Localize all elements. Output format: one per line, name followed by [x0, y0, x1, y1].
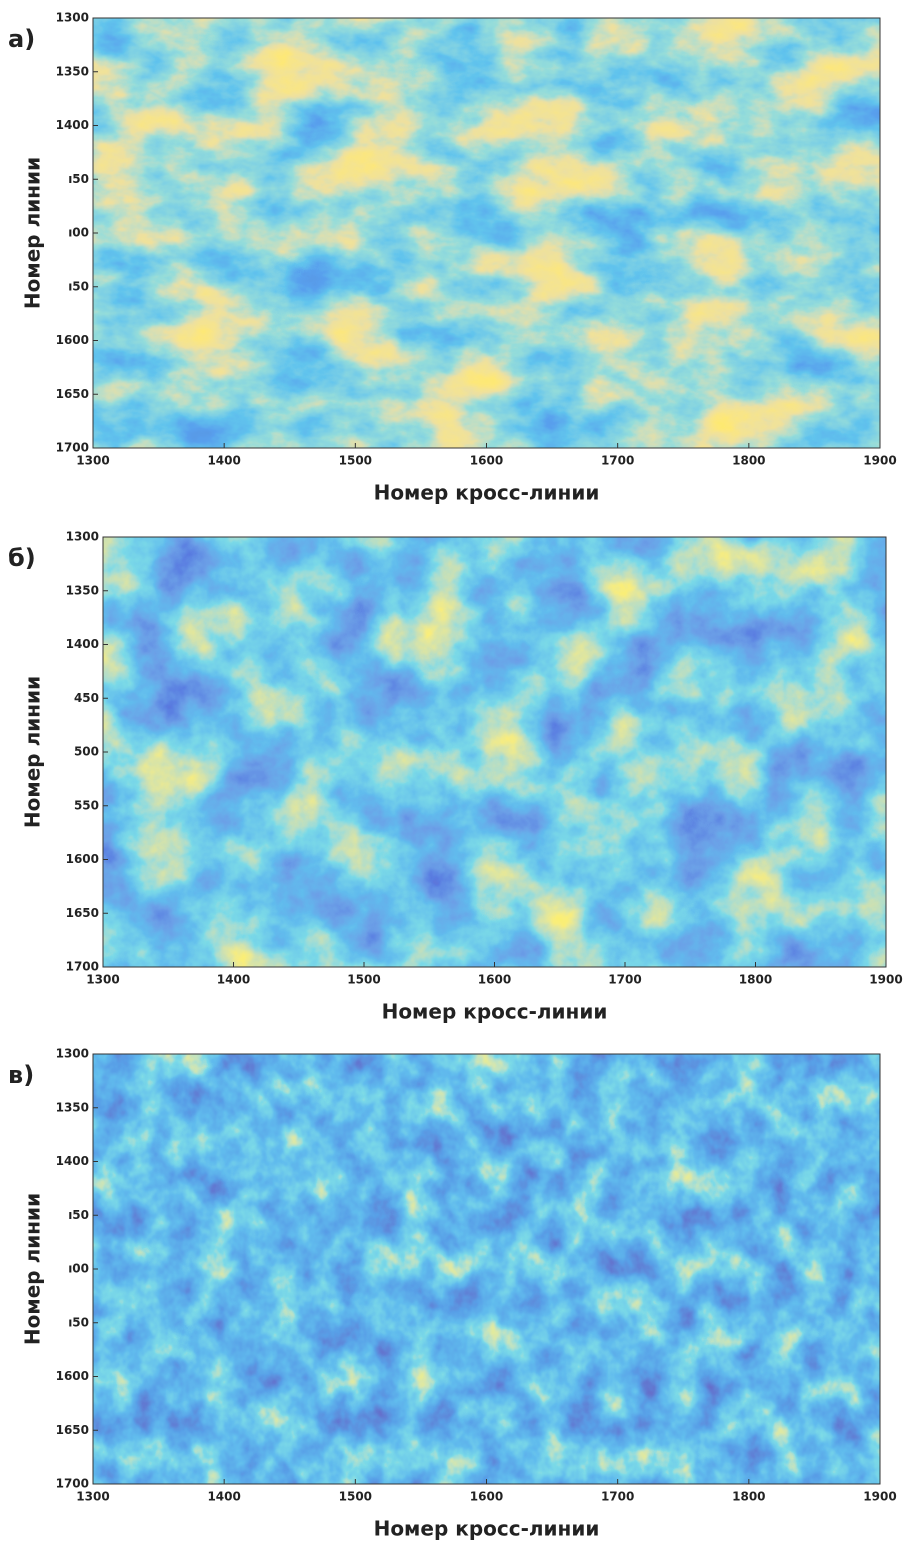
- x-tick-label: 1800: [732, 1490, 765, 1504]
- y-tick-label: 1600: [56, 333, 89, 347]
- x-axis-label: Номер кросс-линии: [374, 481, 600, 505]
- heatmap-image: [93, 1054, 880, 1484]
- y-tick-label: 1650: [56, 1423, 89, 1437]
- y-tick-label: ı50: [68, 1315, 89, 1329]
- heatmap-image: [103, 537, 886, 967]
- y-tick-label: 1300: [66, 530, 99, 544]
- x-tick-label: 1600: [478, 973, 511, 987]
- y-tick-label: ı50: [68, 172, 89, 186]
- y-tick-label: 1700: [56, 1477, 89, 1491]
- x-tick-label: 1300: [76, 1490, 109, 1504]
- x-tick-label: 1600: [470, 454, 503, 468]
- heatmap-image: [93, 18, 880, 448]
- y-tick-label: 500: [74, 745, 99, 759]
- x-tick-label: 1700: [601, 1490, 634, 1504]
- x-tick-label: 1400: [207, 454, 240, 468]
- y-tick-label: ı00: [68, 1262, 89, 1276]
- y-tick-label: 1300: [56, 1047, 89, 1061]
- x-tick-label: 1500: [339, 1490, 372, 1504]
- x-tick-label: 1900: [869, 973, 902, 987]
- y-tick-label: 1400: [56, 118, 89, 132]
- x-tick-label: 1800: [739, 973, 772, 987]
- y-tick-label: 1350: [66, 583, 99, 597]
- y-tick-label: 1650: [66, 906, 99, 920]
- y-tick-label: 1350: [56, 64, 89, 78]
- y-axis-label: Номер линии: [21, 676, 45, 828]
- y-tick-label: 1300: [56, 11, 89, 25]
- x-tick-label: 1400: [217, 973, 250, 987]
- x-tick-label: 1900: [863, 454, 896, 468]
- y-tick-label: 450: [74, 691, 99, 705]
- y-tick-label: 1700: [56, 441, 89, 455]
- y-tick-label: 1600: [66, 852, 99, 866]
- y-tick-label: 1350: [56, 1100, 89, 1114]
- x-axis-label: Номер кросс-линии: [382, 1000, 608, 1024]
- x-axis-label: Номер кросс-линии: [374, 1517, 600, 1541]
- y-tick-label: ı00: [68, 226, 89, 240]
- panel-label: б): [8, 544, 36, 572]
- y-axis-label: Номер линии: [21, 157, 45, 309]
- panel-label: а): [8, 25, 35, 53]
- y-tick-label: ı50: [68, 1208, 89, 1222]
- y-tick-label: 1400: [66, 637, 99, 651]
- y-tick-label: 1650: [56, 387, 89, 401]
- x-tick-label: 1900: [863, 1490, 896, 1504]
- x-tick-label: 1300: [76, 454, 109, 468]
- y-tick-label: ı50: [68, 279, 89, 293]
- x-tick-label: 1500: [339, 454, 372, 468]
- x-tick-label: 1400: [207, 1490, 240, 1504]
- y-tick-label: 550: [74, 798, 99, 812]
- x-tick-label: 1800: [732, 454, 765, 468]
- y-axis-label: Номер линии: [21, 1193, 45, 1345]
- y-tick-label: 1700: [66, 960, 99, 974]
- x-tick-label: 1600: [470, 1490, 503, 1504]
- x-tick-label: 1500: [347, 973, 380, 987]
- panel-label: в): [8, 1061, 34, 1089]
- y-tick-label: 1400: [56, 1154, 89, 1168]
- x-tick-label: 1700: [608, 973, 641, 987]
- x-tick-label: 1700: [601, 454, 634, 468]
- x-tick-label: 1300: [86, 973, 119, 987]
- y-tick-label: 1600: [56, 1369, 89, 1383]
